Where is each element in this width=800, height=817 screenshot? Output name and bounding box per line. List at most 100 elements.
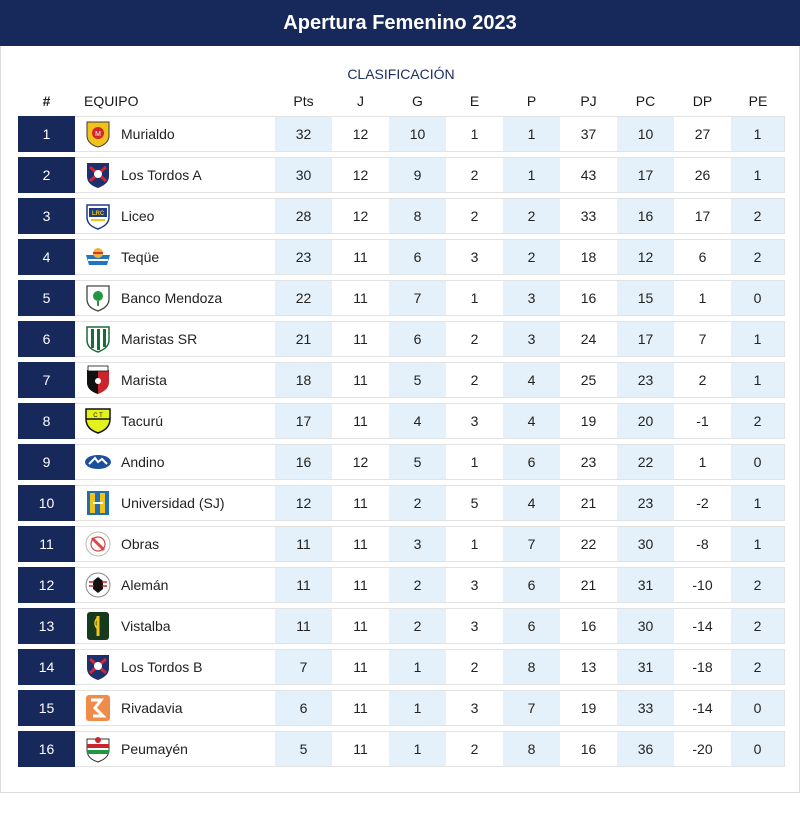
table-row: 10 Universidad (SJ) 12 11 2 5 4 21 23 -2 1 xyxy=(18,485,785,521)
stat-e: 1 xyxy=(446,280,503,316)
position-cell: 3 xyxy=(18,198,75,234)
stat-pc: 17 xyxy=(617,157,674,193)
stat-pe: 1 xyxy=(731,485,785,521)
stat-p: 8 xyxy=(503,731,560,767)
stat-pts: 23 xyxy=(275,239,332,275)
peumayen-crest-icon xyxy=(84,735,112,763)
team-cell: Alemán xyxy=(75,567,275,603)
stat-pts: 18 xyxy=(275,362,332,398)
obras-crest-icon xyxy=(84,530,112,558)
col-pj: PJ xyxy=(580,93,597,109)
position-cell: 15 xyxy=(18,690,75,726)
position-cell: 1 xyxy=(18,116,75,152)
stat-pe: 1 xyxy=(731,116,785,152)
stat-j: 12 xyxy=(332,116,389,152)
stat-p: 8 xyxy=(503,649,560,685)
table-header: # EQUIPO Pts J G E P PJ PC DP PE xyxy=(18,93,785,109)
stat-pj: 33 xyxy=(560,198,617,234)
col-pc: PC xyxy=(635,93,656,109)
stat-pj: 22 xyxy=(560,526,617,562)
position-cell: 4 xyxy=(18,239,75,275)
team-cell: Universidad (SJ) xyxy=(75,485,275,521)
stat-pc: 23 xyxy=(617,362,674,398)
team-name: Universidad (SJ) xyxy=(121,495,225,511)
tacuru-crest-icon: C T xyxy=(84,407,112,435)
los-tordos-crest-icon xyxy=(84,653,112,681)
stat-e: 3 xyxy=(446,239,503,275)
stat-pc: 30 xyxy=(617,608,674,644)
stat-pts: 7 xyxy=(275,649,332,685)
team-name: Tacurú xyxy=(121,413,164,429)
stat-dp: 27 xyxy=(674,116,731,152)
stat-e: 1 xyxy=(446,444,503,480)
position-cell: 6 xyxy=(18,321,75,357)
stat-e: 3 xyxy=(446,690,503,726)
position-cell: 7 xyxy=(18,362,75,398)
stat-p: 6 xyxy=(503,444,560,480)
stat-pts: 32 xyxy=(275,116,332,152)
stat-j: 12 xyxy=(332,157,389,193)
stat-dp: -2 xyxy=(674,485,731,521)
stat-pj: 16 xyxy=(560,608,617,644)
table-row: 4 Teqüe 23 11 6 3 2 18 12 6 2 xyxy=(18,239,785,275)
team-cell: Vistalba xyxy=(75,608,275,644)
stat-pc: 10 xyxy=(617,116,674,152)
stat-pj: 23 xyxy=(560,444,617,480)
aleman-crest-icon xyxy=(84,571,112,599)
position-cell: 5 xyxy=(18,280,75,316)
stat-pts: 22 xyxy=(275,280,332,316)
table-row: 14 Los Tordos B 7 11 1 2 8 13 31 -18 2 xyxy=(18,649,785,685)
stat-p: 4 xyxy=(503,485,560,521)
stat-e: 1 xyxy=(446,116,503,152)
standings-panel: CLASIFICACIÓN # EQUIPO Pts J G E P PJ PC… xyxy=(0,46,800,793)
stat-g: 5 xyxy=(389,444,446,480)
team-name: Los Tordos A xyxy=(121,167,202,183)
stat-p: 2 xyxy=(503,198,560,234)
andino-crest-icon xyxy=(84,448,112,476)
stat-g: 1 xyxy=(389,649,446,685)
team-name: Alemán xyxy=(121,577,169,593)
position-cell: 10 xyxy=(18,485,75,521)
stat-g: 10 xyxy=(389,116,446,152)
stat-j: 11 xyxy=(332,608,389,644)
stat-dp: -18 xyxy=(674,649,731,685)
stat-pts: 28 xyxy=(275,198,332,234)
maristas-sr-crest-icon xyxy=(84,325,112,353)
stat-j: 11 xyxy=(332,731,389,767)
table-row: 15 Rivadavia 6 11 1 3 7 19 33 -14 0 xyxy=(18,690,785,726)
murialdo-crest-icon: M xyxy=(84,120,112,148)
stat-p: 6 xyxy=(503,567,560,603)
stat-g: 4 xyxy=(389,403,446,439)
col-j: J xyxy=(357,93,364,109)
stat-pc: 17 xyxy=(617,321,674,357)
stat-pts: 16 xyxy=(275,444,332,480)
col-dp: DP xyxy=(692,93,713,109)
team-cell: Los Tordos B xyxy=(75,649,275,685)
stat-p: 1 xyxy=(503,116,560,152)
stat-g: 2 xyxy=(389,485,446,521)
stat-dp: 1 xyxy=(674,444,731,480)
liceo-crest-icon: LRC xyxy=(84,202,112,230)
table-row: 13 Vistalba 11 11 2 3 6 16 30 -14 2 xyxy=(18,608,785,644)
stat-pc: 16 xyxy=(617,198,674,234)
stat-pc: 22 xyxy=(617,444,674,480)
page-title: Apertura Femenino 2023 xyxy=(0,0,800,46)
table-row: 1 M Murialdo 32 12 10 1 1 37 10 27 1 xyxy=(18,116,785,152)
stat-g: 6 xyxy=(389,321,446,357)
stat-pe: 1 xyxy=(731,157,785,193)
team-cell: Marista xyxy=(75,362,275,398)
stat-e: 1 xyxy=(446,526,503,562)
stat-dp: -8 xyxy=(674,526,731,562)
stat-pc: 30 xyxy=(617,526,674,562)
stat-pj: 21 xyxy=(560,485,617,521)
stat-dp: 6 xyxy=(674,239,731,275)
stat-j: 11 xyxy=(332,485,389,521)
stat-pj: 21 xyxy=(560,567,617,603)
stat-pc: 33 xyxy=(617,690,674,726)
team-name: Banco Mendoza xyxy=(121,290,223,306)
stat-pj: 19 xyxy=(560,403,617,439)
stat-g: 2 xyxy=(389,567,446,603)
stat-pts: 11 xyxy=(275,526,332,562)
stat-e: 2 xyxy=(446,198,503,234)
stat-pe: 2 xyxy=(731,608,785,644)
